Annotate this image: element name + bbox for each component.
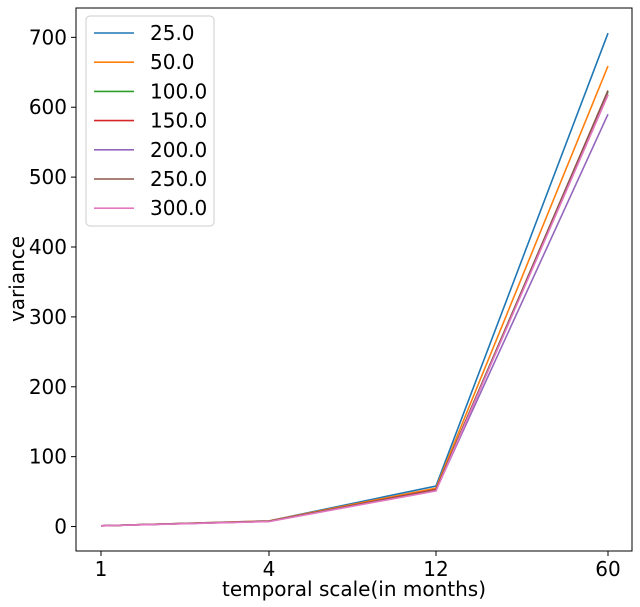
y-tick-label: 500 [29,165,67,189]
legend: 25.0 50.0 100.0 150.0 200.0 250.0 300.0 [85,15,215,227]
x-axis-label: temporal scale(in months) [222,577,486,601]
legend-box [85,15,215,227]
y-tick-label: 100 [29,445,67,469]
y-tick-label: 400 [29,235,67,259]
legend-label: 250.0 [150,167,207,191]
y-tick-label: 300 [29,305,67,329]
y-tick-label: 600 [29,95,67,119]
legend-label: 50.0 [150,50,195,74]
y-tick-label: 200 [29,375,67,399]
legend-label: 25.0 [150,21,195,45]
y-axis-ticks: 0 100 200 300 400 500 600 700 [29,25,76,539]
series-line [100,94,609,527]
series-layer [100,32,609,527]
x-tick-label: 60 [595,557,620,581]
y-tick-label: 0 [54,515,67,539]
legend-label: 300.0 [150,196,207,220]
x-tick-label: 1 [95,557,108,581]
legend-label: 100.0 [150,79,207,103]
x-axis-ticks: 1 4 12 60 [95,551,621,581]
y-axis-label: variance [5,236,29,322]
legend-label: 150.0 [150,109,207,133]
x-tick-label: 4 [263,557,276,581]
y-tick-label: 700 [29,25,67,49]
legend-label: 200.0 [150,138,207,162]
x-tick-label: 12 [423,557,448,581]
